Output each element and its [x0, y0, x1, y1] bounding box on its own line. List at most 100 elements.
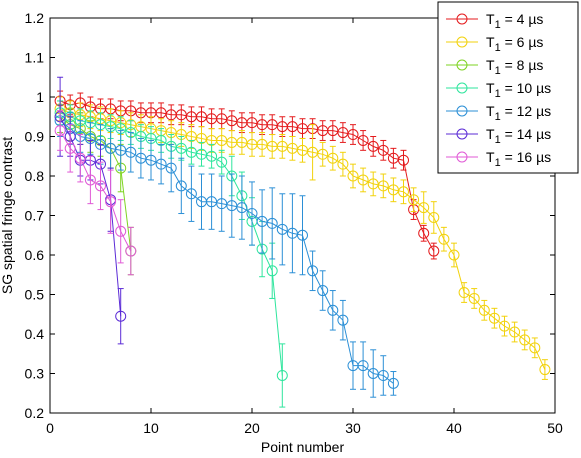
data-point [499, 320, 510, 332]
data-point [377, 144, 389, 156]
y-tick-label: 0.2 [25, 405, 45, 421]
legend-label: T1 = 10 µs [486, 80, 551, 100]
x-tick-label: 50 [547, 420, 563, 436]
x-tick-label: 40 [446, 420, 462, 436]
legend-item: T1 = 8 µs [446, 57, 543, 77]
legend-label: T1 = 14 µs [486, 126, 551, 146]
data-point [266, 265, 278, 277]
data-point [468, 292, 480, 304]
data-point [115, 225, 127, 237]
data-point [145, 154, 157, 166]
plot-frame [49, 17, 556, 414]
data-point [529, 342, 541, 354]
data-point [488, 312, 500, 324]
legend-label: T1 = 16 µs [486, 149, 551, 169]
data-point [74, 152, 86, 164]
series-7 [54, 110, 137, 276]
data-point [438, 233, 450, 245]
data-point [105, 196, 117, 208]
data-point [246, 208, 258, 220]
data-point [236, 202, 248, 214]
data-point [327, 152, 339, 164]
data-point [175, 180, 187, 192]
data-point [377, 180, 389, 192]
legend-marker [456, 105, 468, 117]
data-point [357, 134, 369, 146]
legend-item: T1 = 14 µs [446, 126, 551, 146]
data-point [297, 229, 308, 241]
series-layer [54, 76, 551, 408]
y-tick-label: 0.8 [25, 168, 45, 184]
data-point [418, 227, 430, 239]
data-point [337, 314, 349, 326]
data-point [428, 211, 440, 223]
legend-item: T1 = 6 µs [446, 34, 543, 54]
x-tick-label: 30 [345, 420, 361, 436]
legend: T1 = 4 µs T1 = 6 µs T1 = 8 µs T1 = 10 µs T1 … [437, 1, 579, 174]
y-tick-label: 1 [36, 89, 44, 105]
y-tick-label: 0.5 [25, 287, 45, 303]
y-axis-label: SG spatial fringe contrast [0, 137, 15, 294]
legend-marker [456, 128, 468, 140]
data-point [357, 174, 369, 186]
legend-label: T1 = 6 µs [486, 34, 543, 54]
data-point [448, 249, 460, 261]
y-tick-label: 1.2 [25, 10, 45, 26]
data-point [95, 180, 106, 192]
data-point [357, 360, 369, 372]
data-point [428, 245, 440, 257]
y-tick-label: 0.4 [25, 326, 45, 342]
data-point [155, 158, 167, 170]
legend-marker [456, 36, 468, 48]
data-point [398, 186, 409, 198]
data-point [115, 310, 127, 322]
data-point [276, 369, 288, 381]
data-point [377, 369, 389, 381]
data-point [206, 150, 218, 162]
data-point [125, 245, 137, 257]
y-tick-label: 0.3 [25, 366, 45, 382]
data-point [367, 140, 379, 152]
data-point [216, 156, 228, 168]
data-point [84, 174, 96, 186]
legend-label: T1 = 8 µs [486, 57, 543, 77]
x-tick-label: 0 [46, 420, 54, 436]
ticks-layer: 0 10 20 30 40 50 0.2 0.3 0.4 0.5 0.6 0.7 0.8 0.9 1 1.1 1… [25, 10, 563, 436]
series-5 [54, 104, 399, 398]
data-point [317, 148, 329, 160]
legend-marker [456, 82, 468, 94]
y-tick-label: 1.1 [25, 50, 45, 66]
data-point [327, 304, 339, 316]
data-point [175, 142, 187, 154]
data-point [307, 265, 319, 277]
data-point [266, 217, 278, 229]
data-point [519, 334, 531, 346]
legend-label: T1 = 12 µs [486, 103, 551, 123]
legend-item: T1 = 16 µs [446, 149, 551, 169]
legend-marker [456, 59, 468, 71]
y-tick-label: 0.9 [25, 129, 45, 145]
data-point [54, 125, 66, 137]
data-point [398, 154, 409, 166]
legend-item: T1 = 4 µs [446, 11, 543, 31]
legend-marker [456, 13, 468, 25]
legend-item: T1 = 10 µs [446, 80, 551, 100]
data-point [539, 364, 551, 376]
y-tick-label: 0.7 [25, 208, 45, 224]
data-point [347, 129, 359, 141]
data-point [276, 223, 288, 235]
data-point [458, 287, 470, 299]
data-point [418, 202, 430, 214]
x-axis-label: Point number [261, 439, 345, 455]
data-point [478, 304, 490, 316]
legend-marker [456, 151, 468, 163]
x-tick-label: 20 [244, 420, 260, 436]
data-point [509, 326, 521, 338]
data-point [408, 194, 420, 206]
data-point [387, 377, 399, 389]
data-point [165, 162, 177, 174]
y-tick-label: 0.6 [25, 247, 45, 263]
x-tick-label: 10 [143, 420, 159, 436]
data-point [337, 158, 349, 170]
